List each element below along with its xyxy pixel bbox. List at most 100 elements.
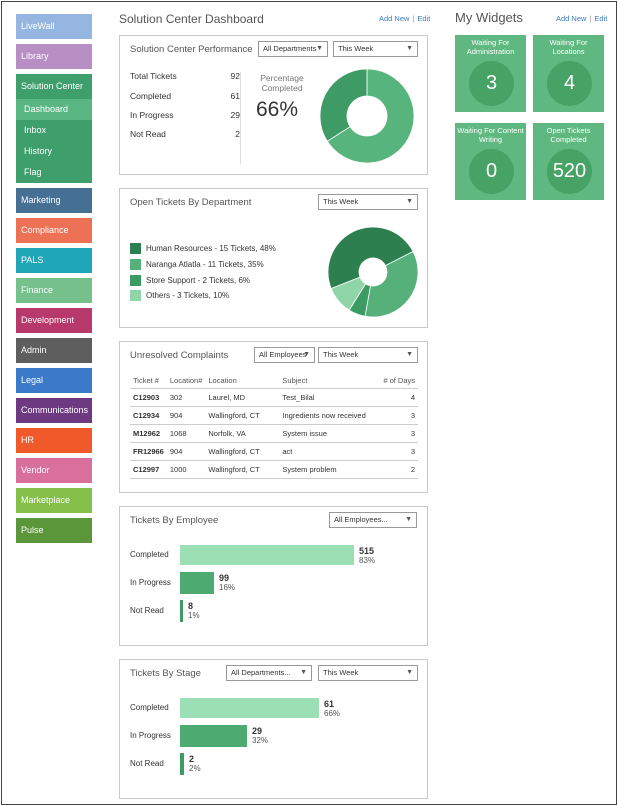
stat-value: 2 <box>235 129 240 139</box>
widget-waiting-content-writing[interactable]: Waiting For Content Writing 0 <box>455 123 526 200</box>
employee-select[interactable]: All Employees ▼ <box>254 347 315 363</box>
bar-value: 99 <box>219 573 230 583</box>
stat-total-tickets: Total Tickets 92 <box>130 71 240 81</box>
widgets-header-links: Add New | Edit <box>556 14 607 23</box>
dashboard-header-links: Add New | Edit <box>379 14 430 23</box>
period-select-value: This Week <box>323 197 359 206</box>
widget-value: 3 <box>469 61 514 106</box>
link-separator: | <box>589 14 592 23</box>
unresolved-complaints-panel: Unresolved Complaints All Employees ▼ Thi… <box>119 341 428 493</box>
bar-percent: 16% <box>219 583 236 592</box>
department-select[interactable]: All Departments... ▼ <box>226 665 312 681</box>
period-select[interactable]: This Week ▼ <box>318 665 418 681</box>
widget-waiting-locations[interactable]: Waiting For Locations 4 <box>533 35 604 112</box>
stat-completed: Completed 61 <box>130 91 240 101</box>
stat-label: Total Tickets <box>130 71 177 81</box>
widget-value: 0 <box>469 149 514 194</box>
sidebar-item-marketplace[interactable]: Marketplace <box>16 488 92 513</box>
sidebar-item-communications[interactable]: Communications <box>16 398 92 423</box>
bar-label: In Progress <box>130 731 171 740</box>
page-title: Solution Center Dashboard <box>119 12 264 26</box>
table-row[interactable]: C12934 904 Wallingford, CT Ingredients n… <box>130 406 418 425</box>
performance-donut-chart <box>320 69 414 163</box>
chevron-down-icon: ▼ <box>300 669 307 676</box>
stat-label: Completed <box>130 91 172 101</box>
location-number: 302 <box>166 388 206 407</box>
sidebar-item-library[interactable]: Library <box>16 44 92 69</box>
sidebar-item-pulse[interactable]: Pulse <box>16 518 92 543</box>
sidebar-item-marketing[interactable]: Marketing <box>16 188 92 213</box>
widgets-add-new-link[interactable]: Add New <box>556 14 587 23</box>
chevron-down-icon: ▼ <box>406 45 413 52</box>
location: Wallingford, CT <box>205 406 280 425</box>
edit-link[interactable]: Edit <box>417 14 431 23</box>
column-header: Subject <box>279 374 380 389</box>
sidebar-item-livewall[interactable]: LiveWall <box>16 14 92 39</box>
stat-in-progress: In Progress 29 <box>130 110 240 120</box>
stat-not-read: Not Read 2 <box>130 129 240 139</box>
sidebar-item-vendor[interactable]: Vendor <box>16 458 92 483</box>
sidebar-item-pals[interactable]: PALS <box>16 248 92 273</box>
widget-label: Open Tickets Completed <box>546 126 591 144</box>
bar-value: 515 <box>359 546 375 556</box>
add-new-link[interactable]: Add New <box>379 14 410 23</box>
ticket-number[interactable]: FR12966 <box>130 442 167 461</box>
table-row[interactable]: M12962 1068 Norfolk, VA System issue 3 <box>130 424 418 443</box>
sidebar-subitem-flag[interactable]: Flag <box>24 167 42 177</box>
column-header: # of Days <box>380 374 418 389</box>
days: 2 <box>380 460 418 479</box>
legend-swatch <box>130 259 141 271</box>
sidebar-item-legal[interactable]: Legal <box>16 368 92 393</box>
chevron-down-icon: ▼ <box>316 45 323 52</box>
location-number: 904 <box>166 406 206 425</box>
sidebar-group-solution-center: Solution Center Dashboard Inbox History … <box>16 74 92 183</box>
widget-open-tickets-completed[interactable]: Open Tickets Completed 520 <box>533 123 604 200</box>
widgets-edit-link[interactable]: Edit <box>594 14 608 23</box>
sidebar-subitem-inbox[interactable]: Inbox <box>24 125 47 135</box>
department-donut-chart <box>328 227 418 317</box>
ticket-number[interactable]: M12962 <box>130 424 167 443</box>
legend-label: Store Support - 2 Tickets, 6% <box>146 276 251 285</box>
legend-label: Others - 3 Tickets, 10% <box>146 291 230 300</box>
sidebar-item-compliance[interactable]: Compliance <box>16 218 92 243</box>
widget-waiting-administration[interactable]: Waiting For Administration 3 <box>455 35 526 112</box>
ticket-number[interactable]: C12903 <box>130 388 167 407</box>
employee-select[interactable]: All Employees... ▼ <box>329 512 417 528</box>
legend-item: Human Resources - 15 Tickets, 48% <box>130 243 276 255</box>
donut-slice-remaining <box>320 69 368 142</box>
bar-label: Completed <box>130 703 169 712</box>
department-panel-title: Open Tickets By Department <box>130 197 252 208</box>
column-header: Location# <box>166 374 206 389</box>
period-select[interactable]: This Week ▼ <box>318 194 418 210</box>
subject: Test_Bilal <box>279 388 380 407</box>
table-header-row: Ticket # Location# Location Subject # of… <box>130 374 418 389</box>
widget-label: Waiting For Administration <box>466 38 515 56</box>
bar-value: 29 <box>252 726 263 736</box>
ticket-number[interactable]: C12934 <box>130 406 167 425</box>
table-row[interactable]: C12997 1000 Wallingford, CT System probl… <box>130 460 418 479</box>
legend-label: Naranga Atlatla - 11 Tickets, 35% <box>146 260 264 269</box>
sidebar-subitem-dashboard[interactable]: Dashboard <box>16 99 92 120</box>
sidebar-item-solution-center[interactable]: Solution Center <box>21 81 84 91</box>
department-select[interactable]: All Departments ▼ <box>258 41 328 57</box>
sidebar-item-admin[interactable]: Admin <box>16 338 92 363</box>
table-row[interactable]: FR12966 904 Wallingford, CT act 3 <box>130 442 418 461</box>
sidebar-item-hr[interactable]: HR <box>16 428 92 453</box>
subject: System issue <box>279 424 380 443</box>
chevron-down-icon: ▼ <box>406 198 413 205</box>
period-select[interactable]: This Week ▼ <box>333 41 418 57</box>
sidebar-item-finance[interactable]: Finance <box>16 278 92 303</box>
bar-not-read <box>180 600 183 622</box>
period-select[interactable]: This Week ▼ <box>318 347 418 363</box>
sidebar-item-development[interactable]: Development <box>16 308 92 333</box>
sidebar-subitem-history[interactable]: History <box>24 146 53 156</box>
column-header: Location <box>205 374 280 389</box>
ticket-number[interactable]: C12997 <box>130 460 167 479</box>
location: Wallingford, CT <box>205 460 280 479</box>
performance-panel: Solution Center Performance All Departme… <box>119 35 428 175</box>
percentage-label: Percentage Completed <box>260 73 304 93</box>
legend-item: Naranga Atlatla - 11 Tickets, 35% <box>130 259 264 271</box>
bar-percent: 83% <box>359 556 376 565</box>
department-select-value: All Departments... <box>231 668 291 677</box>
table-row[interactable]: C12903 302 Laurel, MD Test_Bilal 4 <box>130 388 418 407</box>
